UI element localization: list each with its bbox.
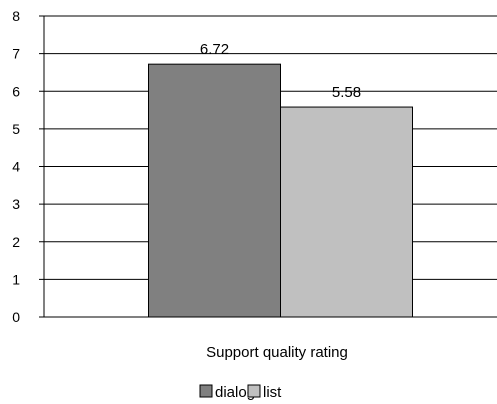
data-labels: 6.72 5.58 (200, 41, 361, 101)
y-tick-label-0: 0 (12, 309, 20, 325)
bar-dialog (148, 63, 281, 318)
x-axis-title: Support quality rating (206, 344, 348, 361)
legend-swatch-list (247, 384, 261, 398)
y-tick-label-5: 5 (12, 121, 20, 137)
y-tick-label-8: 8 (12, 8, 20, 24)
y-tick-label-7: 7 (12, 46, 20, 62)
legend-label-list: list (263, 384, 282, 401)
y-tick-label-6: 6 (12, 83, 20, 99)
legend-label-dialog: dialog (215, 384, 255, 401)
bars (148, 63, 413, 318)
y-tick-label-3: 3 (12, 196, 20, 212)
data-label-dialog: 6.72 (200, 41, 229, 58)
bar-list (280, 106, 413, 318)
y-axis-ticks: 0 1 2 3 4 5 6 7 8 (12, 8, 44, 325)
y-tick-label-4: 4 (12, 159, 20, 175)
legend-swatch-dialog (199, 384, 213, 398)
legend: dialog list (199, 384, 282, 401)
y-tick-label-1: 1 (12, 271, 20, 287)
y-tick-label-2: 2 (12, 234, 20, 250)
data-label-list: 5.58 (332, 84, 361, 101)
